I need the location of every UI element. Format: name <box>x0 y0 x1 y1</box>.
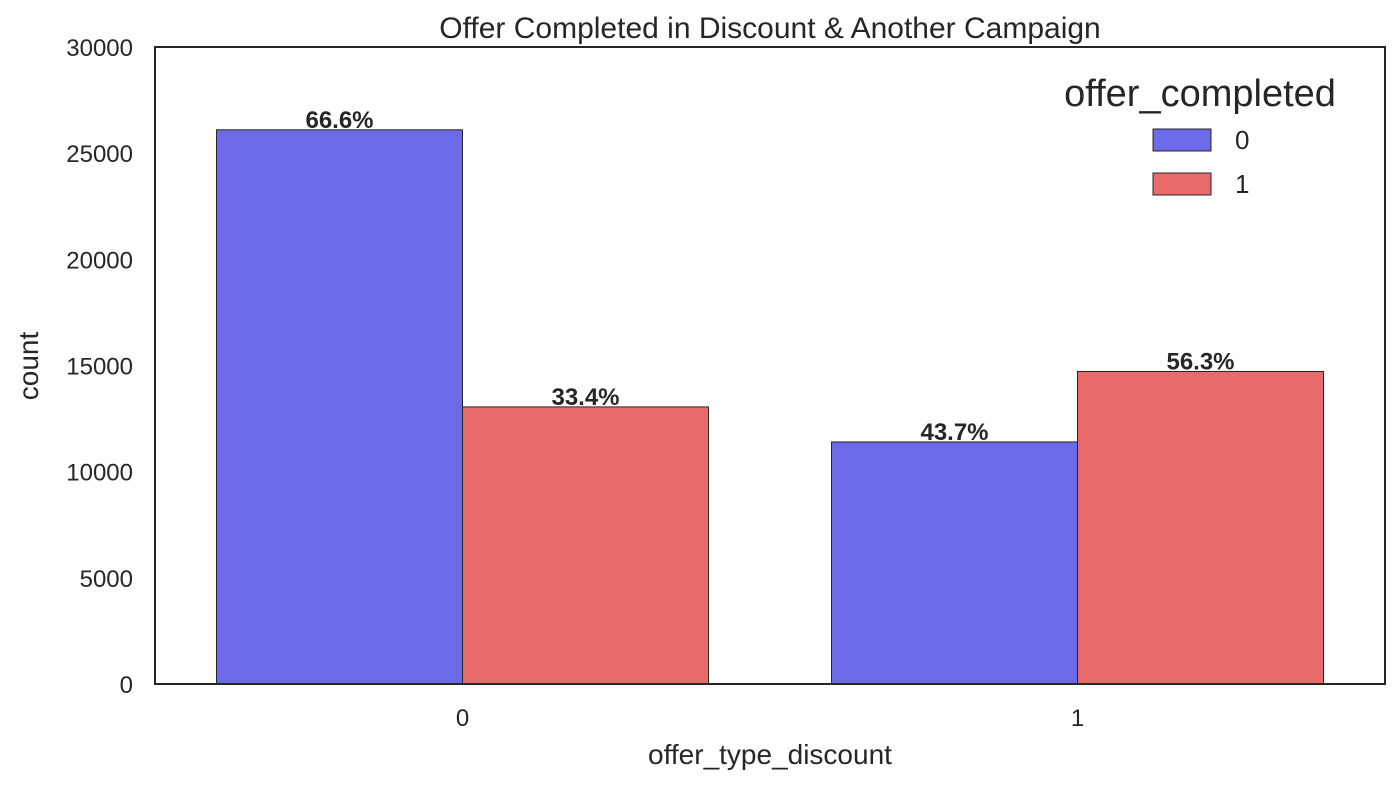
legend-label-0: 0 <box>1235 125 1249 155</box>
y-tick-label: 15000 <box>66 354 133 381</box>
bars-layer <box>216 129 1324 685</box>
legend-swatch-0 <box>1152 128 1212 152</box>
y-tick-label: 25000 <box>66 141 133 168</box>
legend-swatch-1 <box>1152 172 1212 196</box>
legend: offer_completed 01 <box>1064 73 1336 199</box>
bar-series-1-cat-1 <box>1077 370 1324 685</box>
data-label-series-0-cat-0: 66.6% <box>305 107 373 134</box>
y-tick-label: 5000 <box>80 566 133 593</box>
legend-title: offer_completed <box>1064 73 1336 115</box>
x-tick-label: 0 <box>456 705 469 732</box>
y-tick-label: 0 <box>120 672 133 699</box>
chart-title: Offer Completed in Discount & Another Ca… <box>439 12 1100 45</box>
data-label-series-1-cat-0: 33.4% <box>551 384 619 411</box>
data-labels-layer: 66.6% 43.7% 33.4% 56.3% <box>305 107 1234 446</box>
y-axis-ticks: 0 5000 10000 15000 20000 25000 30000 <box>66 35 133 699</box>
bar-series-1-cat-0 <box>462 406 709 685</box>
legend-label-1: 1 <box>1235 169 1249 199</box>
y-tick-label: 10000 <box>66 460 133 487</box>
y-tick-label: 20000 <box>66 247 133 274</box>
data-label-series-0-cat-1: 43.7% <box>920 419 988 446</box>
y-axis-label: count <box>13 332 44 401</box>
plot-frame <box>154 46 1386 685</box>
data-label-series-1-cat-1: 56.3% <box>1166 348 1234 375</box>
bar-series-0-cat-0 <box>216 129 463 685</box>
x-axis-label: offer_type_discount <box>648 739 892 770</box>
legend-items: 01 <box>1152 125 1249 199</box>
x-tick-label: 1 <box>1071 705 1084 732</box>
bar-series-0-cat-1 <box>831 441 1078 685</box>
y-tick-label: 30000 <box>66 35 133 62</box>
